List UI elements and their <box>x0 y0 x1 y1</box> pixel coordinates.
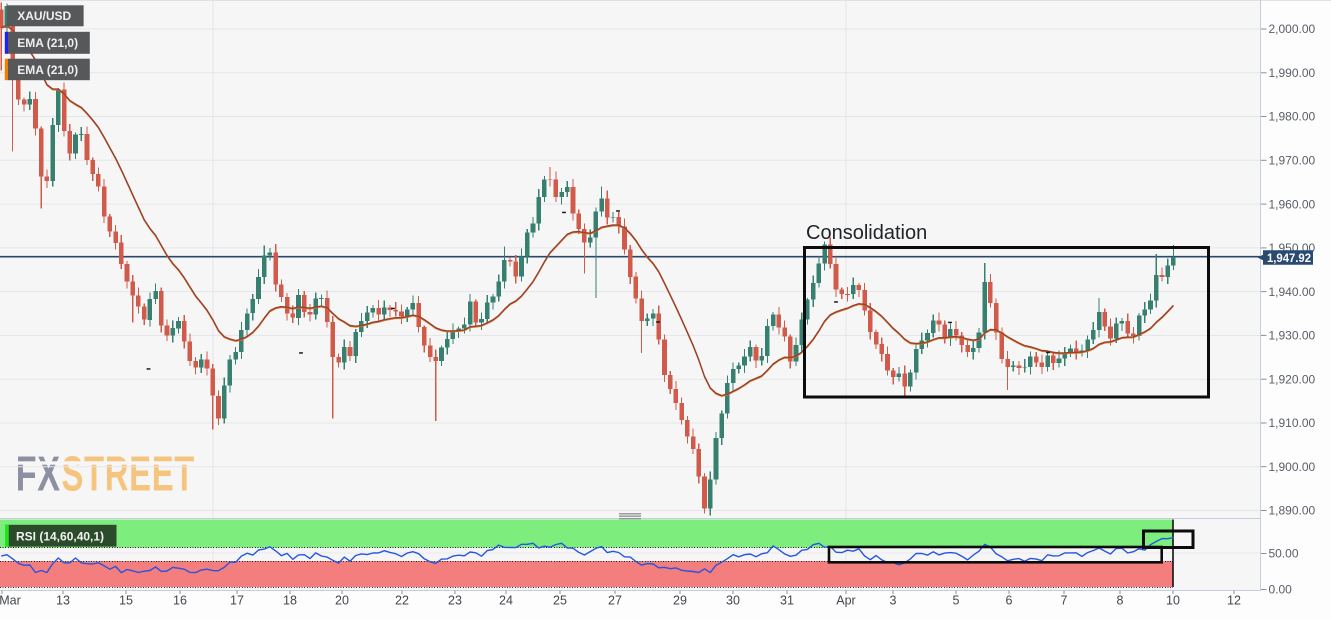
svg-text:1,930.00: 1,930.00 <box>1269 329 1316 343</box>
svg-text:23: 23 <box>448 594 462 608</box>
svg-text:8: 8 <box>1117 594 1124 608</box>
svg-text:2,000.00: 2,000.00 <box>1269 22 1316 36</box>
svg-text:20: 20 <box>335 594 349 608</box>
svg-text:3: 3 <box>890 594 897 608</box>
svg-text:27: 27 <box>608 594 622 608</box>
svg-text:50.00: 50.00 <box>1269 547 1299 561</box>
svg-text:1,910.00: 1,910.00 <box>1269 416 1316 430</box>
svg-text:29: 29 <box>673 594 687 608</box>
svg-text:1,970.00: 1,970.00 <box>1269 154 1316 168</box>
svg-text:Consolidation: Consolidation <box>806 222 927 244</box>
svg-text:Apr: Apr <box>836 594 855 608</box>
svg-text:24: 24 <box>499 594 513 608</box>
svg-text:0.00: 0.00 <box>1269 583 1293 597</box>
svg-text:1,940.00: 1,940.00 <box>1269 285 1316 299</box>
svg-text:25: 25 <box>553 594 567 608</box>
svg-text:XAU/USD: XAU/USD <box>17 9 71 23</box>
svg-text:1,980.00: 1,980.00 <box>1269 110 1316 124</box>
svg-text:STREET: STREET <box>62 448 196 502</box>
svg-text:17: 17 <box>230 594 244 608</box>
svg-text:16: 16 <box>173 594 187 608</box>
svg-text:13: 13 <box>56 594 70 608</box>
svg-text:1,947.92: 1,947.92 <box>1267 251 1311 265</box>
svg-text:1,920.00: 1,920.00 <box>1269 372 1316 386</box>
svg-text:22: 22 <box>395 594 409 608</box>
svg-text:18: 18 <box>283 594 297 608</box>
svg-text:1,890.00: 1,890.00 <box>1269 504 1316 518</box>
svg-text:7: 7 <box>1061 594 1068 608</box>
svg-text:1,960.00: 1,960.00 <box>1269 197 1316 211</box>
svg-text:5: 5 <box>953 594 960 608</box>
svg-text:EMA (21,0): EMA (21,0) <box>17 63 78 77</box>
svg-text:Mar: Mar <box>0 594 21 608</box>
svg-text:30: 30 <box>726 594 740 608</box>
svg-text:1,990.00: 1,990.00 <box>1269 66 1316 80</box>
svg-text:RSI (14,60,40,1): RSI (14,60,40,1) <box>16 530 104 544</box>
svg-text:31: 31 <box>780 594 794 608</box>
svg-text:15: 15 <box>119 594 133 608</box>
svg-text:12: 12 <box>1227 594 1241 608</box>
svg-text:10: 10 <box>1166 594 1180 608</box>
svg-text:FX: FX <box>16 448 61 502</box>
svg-text:6: 6 <box>1006 594 1013 608</box>
svg-text:1,900.00: 1,900.00 <box>1269 460 1316 474</box>
svg-text:EMA (21,0): EMA (21,0) <box>17 36 78 50</box>
